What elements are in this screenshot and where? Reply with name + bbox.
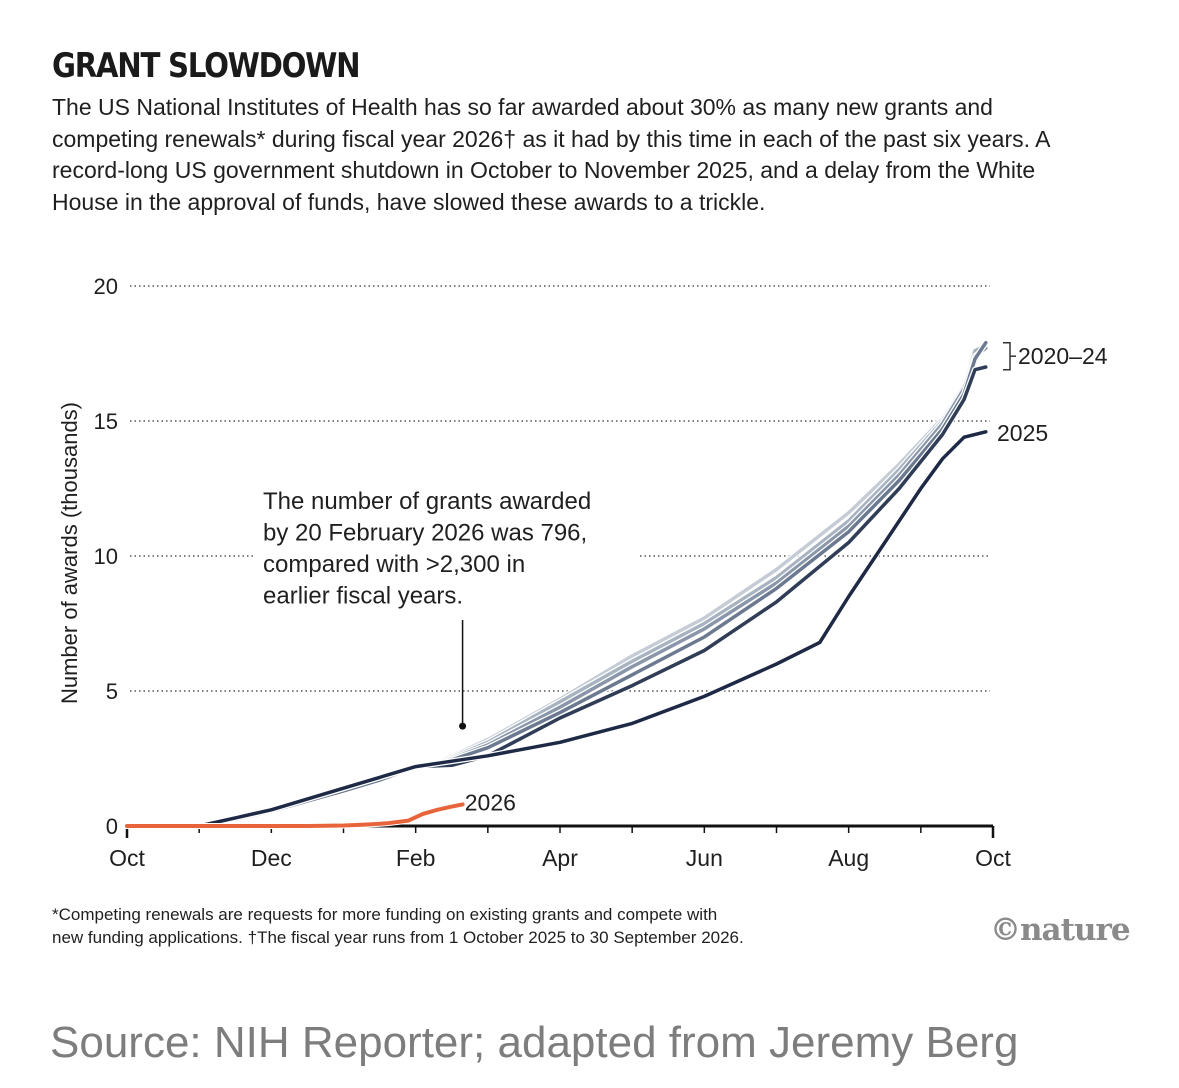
annotation-line-3: compared with >2,300 in (263, 551, 525, 578)
label-2025: 2025 (997, 420, 1048, 446)
series-line-2025 (125, 430, 988, 828)
y-tick-label-10: 10 (94, 544, 118, 569)
x-tick-label-aug-5: Aug (828, 845, 869, 871)
chart-subtitle: The US National Institutes of Health has… (52, 94, 1050, 215)
x-tick-label-oct-0: Oct (109, 845, 145, 871)
x-tick-label-jun-4: Jun (686, 845, 723, 871)
annotation-dot (459, 722, 467, 730)
y-tick-label-15: 15 (94, 409, 118, 434)
footnote: *Competing renewals are requests for mor… (52, 903, 952, 949)
line-chart: 0 5 10 15 20 Oct Dec Feb Apr Jun Aug Oct The numbe… (57, 274, 1108, 871)
annotation-line-4: earlier fiscal years. (263, 583, 463, 610)
footnote-line-1: *Competing renewals are requests for mor… (52, 905, 718, 924)
annotation-line-1: The number of grants awarded (263, 488, 591, 515)
chart-title: GRANT SLOWDOWN (52, 46, 361, 86)
series-halo-2024 (124, 364, 989, 829)
footnote-line-2: new funding applications. †The fiscal ye… (52, 928, 744, 947)
x-tick-label-apr-3: Apr (542, 845, 578, 871)
label-2026: 2026 (465, 789, 516, 815)
y-axis-label: Number of awards (thousands) (57, 402, 82, 704)
y-tick-label-0: 0 (106, 814, 118, 839)
nature-logo: ©nature (990, 912, 1131, 948)
y-tick-label-20: 20 (94, 274, 118, 299)
x-tick-label-oct-6: Oct (975, 845, 1011, 871)
series-line-2026 (125, 802, 465, 828)
series-line-2024 (125, 365, 988, 828)
label-2020-24: 2020–24 (1018, 343, 1108, 369)
x-tick-label-feb-2: Feb (396, 845, 436, 871)
source-caption: Source: NIH Reporter; adapted from Jerem… (50, 1018, 1019, 1067)
annotation-line-2: by 20 February 2026 was 796, (263, 520, 587, 547)
x-tick-label-dec-1: Dec (251, 845, 292, 871)
y-tick-label-5: 5 (106, 679, 118, 704)
bracket-2020-24 (1003, 341, 1011, 371)
